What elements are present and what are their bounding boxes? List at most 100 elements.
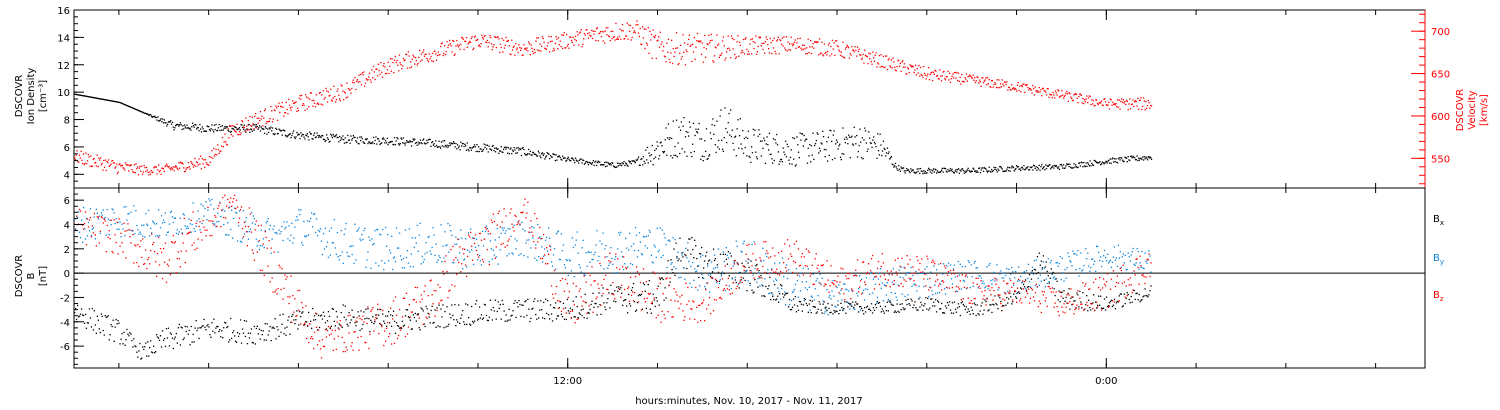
density-point: [934, 168, 936, 170]
by-point: [549, 246, 552, 248]
bz-point: [101, 217, 103, 219]
velocity-point: [637, 24, 639, 26]
velocity-point: [1005, 83, 1007, 86]
velocity-point: [457, 46, 460, 48]
by-point: [528, 239, 530, 241]
by-point: [314, 231, 317, 234]
bx-point: [600, 313, 602, 315]
velocity-point: [597, 40, 599, 42]
velocity-point: [471, 36, 473, 38]
velocity-point: [1012, 88, 1014, 90]
bx-point: [520, 315, 522, 318]
bx-point: [472, 322, 475, 324]
by-point: [825, 308, 827, 311]
density-point: [578, 162, 580, 164]
velocity-point: [596, 27, 598, 29]
bx-point: [755, 265, 757, 267]
by-point: [712, 268, 715, 270]
by-point: [833, 295, 835, 297]
velocity-point: [577, 34, 579, 36]
bx-point: [1057, 299, 1059, 301]
by-point: [424, 253, 426, 255]
velocity-point: [633, 31, 635, 33]
density-point: [1042, 167, 1044, 169]
by-point: [114, 223, 116, 225]
by-point: [361, 233, 363, 236]
velocity-point: [1030, 89, 1032, 91]
velocity-point: [350, 92, 352, 94]
density-point: [943, 167, 945, 169]
density-point: [242, 126, 244, 129]
density-point: [234, 126, 237, 128]
density-point: [78, 94, 81, 96]
by-point: [413, 246, 415, 249]
velocity-point: [1061, 90, 1063, 92]
density-point: [879, 133, 881, 135]
bx-point: [161, 330, 164, 332]
velocity-point: [528, 41, 530, 43]
velocity-point: [563, 32, 565, 34]
velocity-point: [766, 38, 768, 40]
velocity-point: [159, 169, 161, 172]
bx-point: [1106, 305, 1109, 308]
by-point: [827, 314, 829, 316]
by-point: [537, 224, 539, 226]
velocity-point: [325, 87, 327, 90]
bx-point: [492, 306, 494, 309]
velocity-point: [659, 31, 661, 33]
velocity-point: [1121, 98, 1123, 100]
by-point: [1068, 255, 1070, 258]
velocity-point: [141, 165, 143, 167]
density-point: [925, 172, 927, 174]
velocity-point: [1066, 90, 1068, 93]
bx-point: [701, 246, 703, 249]
by-point: [443, 257, 445, 259]
density-point: [866, 150, 868, 153]
velocity-point: [507, 39, 510, 42]
velocity-point: [768, 52, 771, 54]
bx-point: [468, 317, 470, 319]
bx-point: [882, 310, 884, 312]
by-point: [679, 272, 681, 274]
velocity-point: [517, 51, 519, 54]
by-point: [869, 272, 872, 274]
density-point: [452, 142, 454, 145]
by-point: [318, 231, 321, 233]
by-point: [876, 296, 879, 299]
by-point: [710, 261, 713, 263]
velocity-point: [86, 160, 89, 162]
density-point: [269, 128, 271, 130]
density-point: [1150, 157, 1152, 159]
density-point: [806, 162, 809, 164]
bx-point: [737, 263, 739, 266]
by-point: [202, 205, 204, 207]
velocity-point: [318, 92, 321, 94]
bx-point: [331, 307, 333, 310]
by-point: [480, 264, 483, 266]
density-point: [983, 167, 985, 169]
bx-point: [898, 311, 900, 313]
by-point: [315, 218, 318, 220]
velocity-point: [806, 47, 808, 49]
velocity-point: [238, 131, 241, 133]
density-point: [1045, 167, 1048, 170]
bx-point: [532, 307, 534, 309]
by-point: [130, 211, 132, 213]
bz-point: [99, 230, 101, 232]
by-point: [359, 238, 361, 240]
by-point: [525, 242, 527, 244]
density-point: [108, 99, 110, 102]
by-point: [77, 211, 80, 213]
bz-point: [95, 245, 97, 247]
density-point: [289, 133, 291, 135]
by-point: [147, 224, 149, 227]
by-point: [924, 268, 926, 270]
density-point: [830, 130, 832, 132]
bx-point: [875, 306, 878, 309]
bx-point: [954, 308, 957, 311]
density-point: [999, 166, 1002, 168]
bx-point: [143, 348, 145, 351]
by-point: [538, 256, 540, 258]
by-point: [291, 222, 293, 224]
velocity-point: [501, 37, 503, 40]
